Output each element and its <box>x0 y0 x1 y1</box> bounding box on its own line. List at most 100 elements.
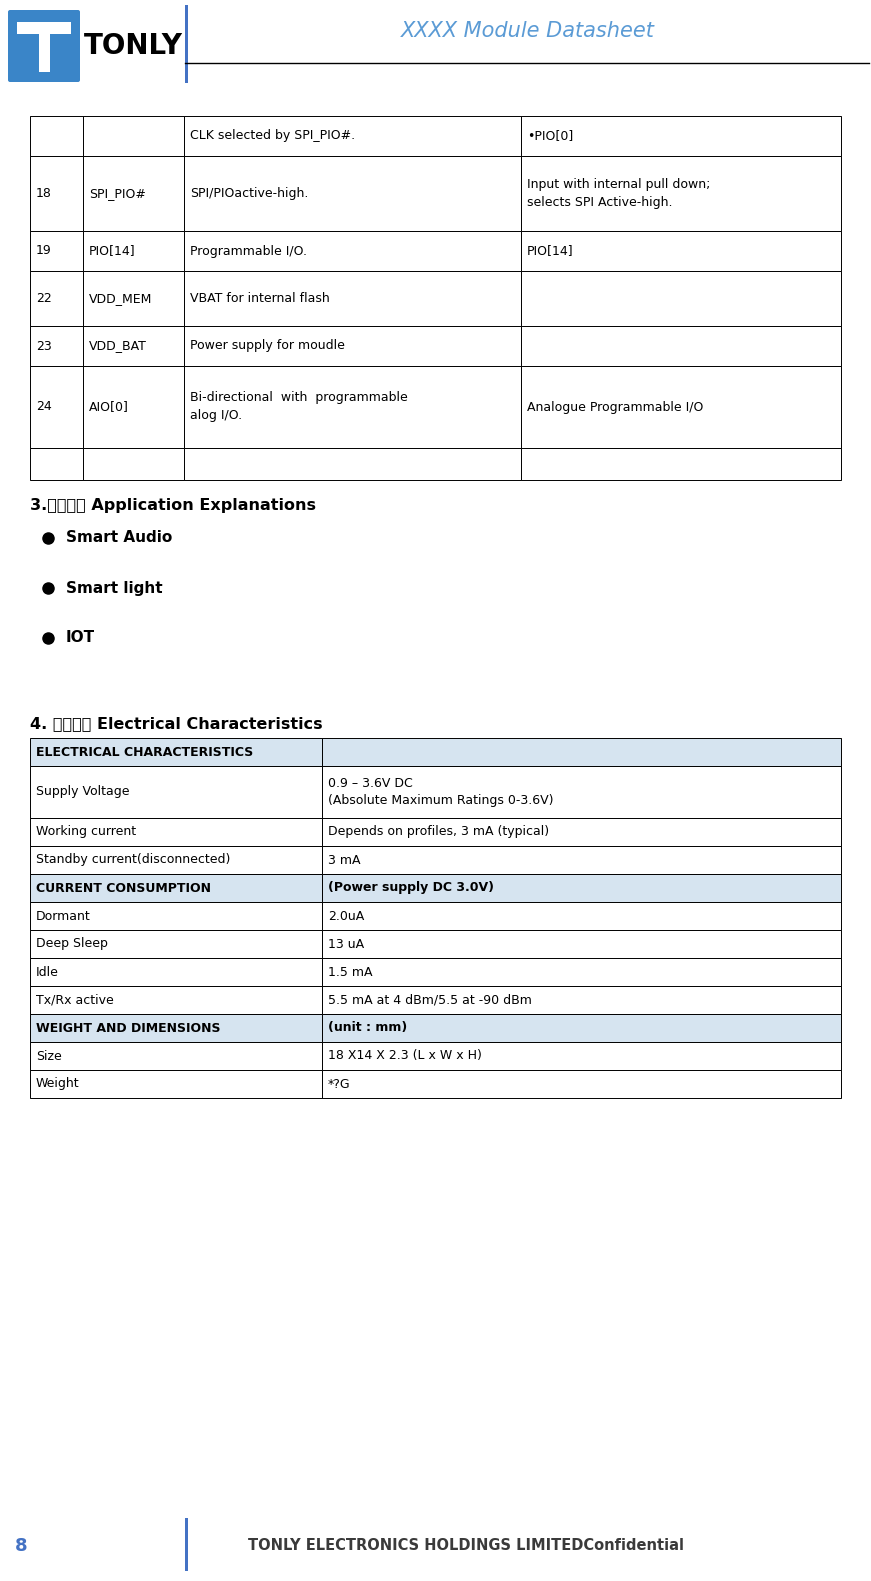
Bar <box>322 930 841 958</box>
Bar <box>184 365 521 447</box>
Bar <box>184 326 521 365</box>
Text: PIO[14]: PIO[14] <box>89 245 135 258</box>
Text: IOT: IOT <box>66 631 95 645</box>
Bar <box>322 767 841 817</box>
Text: Idle: Idle <box>36 966 59 979</box>
Bar <box>30 326 83 365</box>
Bar <box>521 270 841 326</box>
Bar <box>322 738 841 767</box>
Bar <box>521 231 841 270</box>
Bar <box>322 903 841 930</box>
Bar <box>322 958 841 987</box>
Bar <box>30 231 83 270</box>
Bar <box>184 157 521 231</box>
Text: SPI_PIO#: SPI_PIO# <box>89 187 145 201</box>
Bar <box>83 365 184 447</box>
Bar <box>30 767 322 817</box>
Bar <box>322 817 841 846</box>
Bar <box>83 157 184 231</box>
Text: VDD_MEM: VDD_MEM <box>89 292 152 305</box>
Text: 24: 24 <box>36 400 51 414</box>
Text: 1.5 mA: 1.5 mA <box>328 966 373 979</box>
Bar <box>184 115 521 157</box>
Text: Weight: Weight <box>36 1078 79 1091</box>
Bar <box>30 1013 322 1042</box>
Bar <box>83 231 184 270</box>
Bar <box>83 447 184 481</box>
Text: XXXX Module Datasheet: XXXX Module Datasheet <box>401 21 655 41</box>
Bar <box>30 903 322 930</box>
Bar <box>521 157 841 231</box>
Text: WEIGHT AND DIMENSIONS: WEIGHT AND DIMENSIONS <box>36 1021 220 1034</box>
Bar <box>30 958 322 987</box>
Text: TONLY: TONLY <box>84 32 183 60</box>
Text: 3.应用说明 Application Explanations: 3.应用说明 Application Explanations <box>30 498 316 512</box>
Bar <box>17 22 71 30</box>
Bar <box>30 738 322 767</box>
Text: 19: 19 <box>36 245 51 258</box>
Text: 8: 8 <box>15 1537 28 1556</box>
Bar <box>30 365 83 447</box>
Text: 23: 23 <box>36 340 51 353</box>
Text: •PIO[0]: •PIO[0] <box>527 130 573 142</box>
Bar <box>30 115 83 157</box>
Bar <box>185 5 187 82</box>
Bar <box>30 1042 322 1070</box>
Bar <box>184 447 521 481</box>
Bar <box>30 270 83 326</box>
Bar <box>30 930 322 958</box>
Bar <box>30 846 322 874</box>
Text: Size: Size <box>36 1050 62 1062</box>
Bar <box>83 270 184 326</box>
Text: 5.5 mA at 4 dBm/5.5 at -90 dBm: 5.5 mA at 4 dBm/5.5 at -90 dBm <box>328 993 532 1007</box>
Text: 13 uA: 13 uA <box>328 938 364 950</box>
Bar <box>521 447 841 481</box>
Bar <box>322 987 841 1013</box>
Bar <box>30 157 83 231</box>
Text: *?G: *?G <box>328 1078 351 1091</box>
Text: 3 mA: 3 mA <box>328 854 361 866</box>
Text: 2.0uA: 2.0uA <box>328 909 364 922</box>
Bar <box>30 987 322 1013</box>
Text: Bi-directional  with  programmable
alog I/O.: Bi-directional with programmable alog I/… <box>190 392 408 422</box>
Bar <box>83 326 184 365</box>
Bar <box>184 231 521 270</box>
Text: SPI/PIOactive-high.: SPI/PIOactive-high. <box>190 187 308 201</box>
Text: CURRENT CONSUMPTION: CURRENT CONSUMPTION <box>36 882 211 895</box>
Text: Depends on profiles, 3 mA (typical): Depends on profiles, 3 mA (typical) <box>328 825 549 838</box>
Text: TONLY ELECTRONICS HOLDINGS LIMITEDConfidential: TONLY ELECTRONICS HOLDINGS LIMITEDConfid… <box>247 1538 684 1554</box>
Text: 18: 18 <box>36 187 52 201</box>
Text: (unit : mm): (unit : mm) <box>328 1021 408 1034</box>
Bar <box>322 1042 841 1070</box>
Text: 4. 电气特性 Electrical Characteristics: 4. 电气特性 Electrical Characteristics <box>30 716 322 730</box>
Text: Smart Audio: Smart Audio <box>66 531 172 545</box>
Text: Standby current(disconnected): Standby current(disconnected) <box>36 854 230 866</box>
Text: VBAT for internal flash: VBAT for internal flash <box>190 292 330 305</box>
Text: Dormant: Dormant <box>36 909 91 922</box>
Text: 22: 22 <box>36 292 51 305</box>
Bar <box>30 1070 322 1097</box>
Text: Tx/Rx active: Tx/Rx active <box>36 993 114 1007</box>
Text: Programmable I/O.: Programmable I/O. <box>190 245 307 258</box>
Bar <box>184 270 521 326</box>
Bar <box>322 1070 841 1097</box>
Text: Supply Voltage: Supply Voltage <box>36 786 130 798</box>
Bar <box>521 365 841 447</box>
FancyBboxPatch shape <box>8 9 80 82</box>
Bar <box>521 326 841 365</box>
Text: Input with internal pull down;
selects SPI Active-high.: Input with internal pull down; selects S… <box>527 179 710 209</box>
Text: AIO[0]: AIO[0] <box>89 400 129 414</box>
Text: PIO[14]: PIO[14] <box>527 245 573 258</box>
Bar <box>30 447 83 481</box>
Text: Working current: Working current <box>36 825 136 838</box>
Bar <box>521 115 841 157</box>
Bar <box>30 874 322 903</box>
Text: VDD_BAT: VDD_BAT <box>89 340 146 353</box>
Text: CLK selected by SPI_PIO#.: CLK selected by SPI_PIO#. <box>190 130 355 142</box>
Bar <box>17 28 71 35</box>
Text: Analogue Programmable I/O: Analogue Programmable I/O <box>527 400 703 414</box>
Bar <box>83 115 184 157</box>
Text: Deep Sleep: Deep Sleep <box>36 938 108 950</box>
Text: 0.9 – 3.6V DC
(Absolute Maximum Ratings 0-3.6V): 0.9 – 3.6V DC (Absolute Maximum Ratings … <box>328 776 553 806</box>
Bar <box>322 874 841 903</box>
